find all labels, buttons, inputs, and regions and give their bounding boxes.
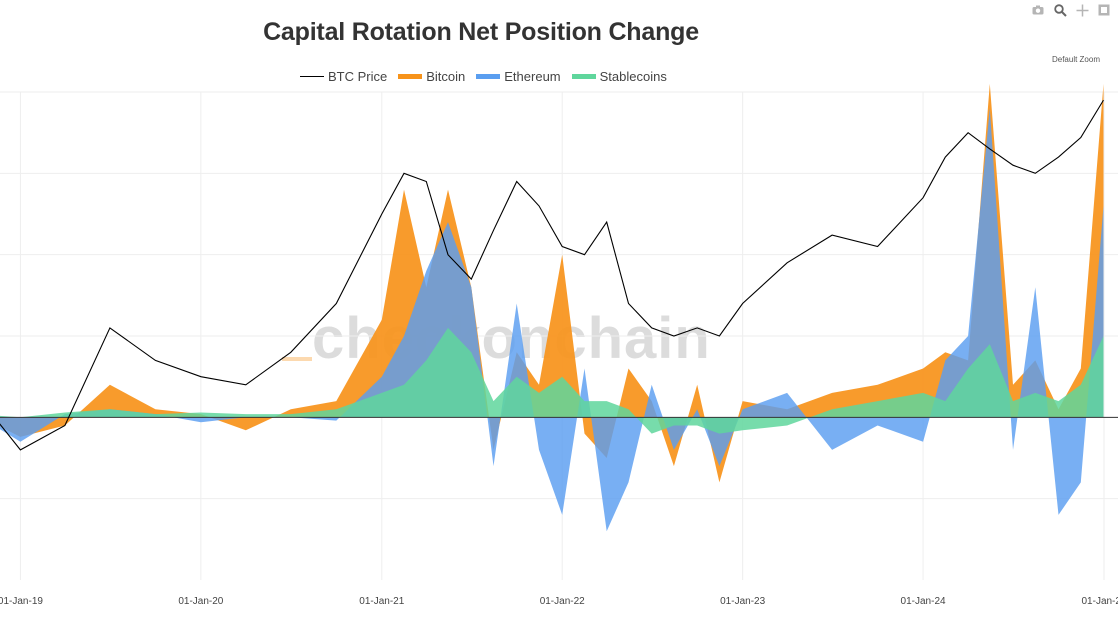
zoom-icon[interactable]	[1052, 2, 1068, 18]
legend-label-stablecoins: Stablecoins	[599, 69, 667, 84]
camera-icon[interactable]	[1030, 2, 1046, 18]
legend-label-bitcoin: Bitcoin	[426, 69, 466, 84]
default-zoom-button[interactable]: Default Zoom	[1051, 55, 1100, 64]
x-tick-label: 01-Jan-24	[901, 596, 946, 607]
x-tick-label: 01-Jan-21	[359, 596, 404, 607]
legend-swatch-stablecoins	[571, 74, 596, 79]
legend-label-ethereum: Ethereum	[504, 69, 561, 84]
plot-toolbar	[1030, 2, 1112, 18]
autoscale-icon[interactable]	[1096, 2, 1112, 18]
x-tick-label: 01-Jan-19	[0, 596, 43, 607]
x-tick-label: 01-Jan-20	[178, 596, 223, 607]
btc-price-line	[0, 99, 1104, 451]
x-tick-labels: 01-Jan-1801-Jan-1901-Jan-2001-Jan-2101-J…	[0, 596, 1118, 607]
legend-swatch-bitcoin	[398, 74, 423, 79]
chart-legend: BTC Price Bitcoin Ethereum Stablecoins	[300, 69, 678, 84]
pan-icon[interactable]	[1074, 2, 1090, 18]
legend-swatch-btc-price	[300, 76, 324, 77]
legend-item-bitcoin[interactable]: Bitcoin	[398, 69, 465, 84]
area-ethereum[interactable]	[0, 108, 1104, 532]
legend-item-btc-price[interactable]: BTC Price	[300, 69, 387, 84]
series-areas	[0, 83, 1104, 532]
legend-item-stablecoins[interactable]: Stablecoins	[571, 69, 667, 84]
x-tick-label: 01-Jan-23	[720, 596, 765, 607]
legend-item-ethereum[interactable]: Ethereum	[476, 69, 561, 84]
btc-price-series[interactable]	[0, 99, 1104, 451]
x-tick-label: 01-Jan-22	[540, 596, 585, 607]
x-tick-label: 01-Jan-25	[1081, 596, 1118, 607]
area-stablecoins[interactable]	[0, 327, 1104, 434]
legend-swatch-ethereum	[476, 74, 501, 79]
watermark-accent	[282, 357, 312, 361]
chart-title: Capital Rotation Net Position Change	[263, 18, 699, 46]
legend-label-btc-price: BTC Price	[328, 69, 388, 84]
